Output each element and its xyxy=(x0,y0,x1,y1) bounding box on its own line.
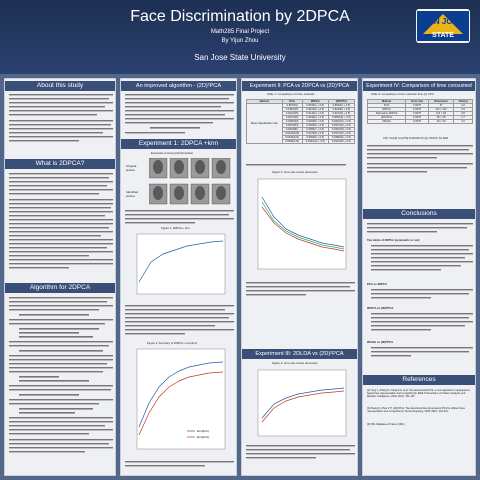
fig3-caption: Figure 3: error rate versus dimension xyxy=(272,170,318,174)
about-text-block xyxy=(9,94,113,142)
fig1-caption: Figure 1: 2DPCA + knn xyxy=(161,226,190,230)
sjsu-logo: SAN JOSE STATE xyxy=(416,9,470,43)
conclusion-body-4 xyxy=(371,347,473,357)
section-exp2-heading: Experiment II: PCA vs 2DPCA vs (2D)²PCA xyxy=(242,81,357,91)
table-cell: 0.9410(25 + 0.5) xyxy=(327,139,356,144)
section-what-heading: What is 2DPCA? xyxy=(5,159,115,169)
original-label: Original picture xyxy=(126,164,137,172)
row-label: Mean classification rate xyxy=(246,103,283,144)
reference-1: [1] Yang J, Zhang D, Frangi A F, et al. … xyxy=(367,389,471,399)
table-cell: 2DLDA xyxy=(366,119,407,124)
conclusion-intro-text xyxy=(367,223,473,233)
column-4: Experiment IV: Comparison of time consum… xyxy=(362,78,476,476)
exp1-footer-text xyxy=(125,461,234,467)
table-cell: 0.9372(20 + 0.5) xyxy=(327,131,356,136)
knn3-line xyxy=(138,371,224,436)
logo-line2: STATE xyxy=(432,32,454,39)
fig1-text-block xyxy=(125,305,234,335)
exp4-table-caption: Table 2: Comparison of five methods' tim… xyxy=(371,92,434,96)
section-exp1-heading: Experiment 1: 2DPCA +knn xyxy=(121,139,236,149)
table-cell: 0.0375 xyxy=(405,119,429,124)
table-cell: 0.9333(18 + 0.5) xyxy=(327,127,356,132)
faces-caption: Examples of wrong Discrimination xyxy=(151,151,194,155)
poster-title: Face Discrimination by 2DPCA xyxy=(130,8,350,25)
fig4-line-2d2pca xyxy=(261,390,345,423)
fig2-caption: Figure 2: Accuracy of 2DPCA + knn(k=1) xyxy=(147,341,198,345)
knn1-line xyxy=(138,361,224,428)
section-improved-heading: An improved algorithm - (2D)²PCA xyxy=(121,81,236,91)
table-row: 2DLDA 0.0375 23 × 23 3.2 xyxy=(366,119,473,124)
section-exp3-heading: Experiment III: 2DLDA vs (2D)²PCA xyxy=(242,349,357,359)
table-cell: 0.9292(14 + 0.5) xyxy=(327,119,356,124)
conclusion-body-3 xyxy=(371,313,473,331)
what-text-block xyxy=(9,173,113,269)
fig3-line-pca xyxy=(261,196,345,248)
university-name: San Jose State University xyxy=(194,53,286,62)
exp4-table-header: Method Error rate Dimension Time(s) xyxy=(366,99,473,104)
exp3-text-block xyxy=(246,445,355,459)
section-exp4-heading: Experiment IV: Comparison of time consum… xyxy=(363,81,475,91)
fig4-chart xyxy=(257,369,347,437)
exp2-text-block xyxy=(246,282,355,296)
column-2: An improved algorithm - (2D)²PCA Experim… xyxy=(120,78,237,476)
exp2-table-caption: Table 1: Comparison of three methods xyxy=(267,92,315,96)
legend-knn1: knn(k=1) xyxy=(197,429,209,433)
column-1: About this study What is 2DPCA? Algorith… xyxy=(4,78,116,476)
table-row: Mean classification rate 0.8972(9) 0.8916(… xyxy=(246,103,356,144)
identified-label: Identified picture xyxy=(126,190,139,198)
table-cell: 0.9370(16 + 0.5) xyxy=(327,123,356,128)
author-name: By Yijun Zhou xyxy=(221,38,259,44)
table-cell: 0.9422(10 + 0.5) xyxy=(301,139,329,144)
section-algo-heading: Algorithm for 2DPCA xyxy=(5,283,115,293)
legend-knn3: knn(k=3) xyxy=(197,435,209,439)
table-cell: 23 × 23 xyxy=(427,119,455,124)
table-cell: 0.9260(11 + 0.5) xyxy=(327,115,356,120)
exp4-table: Method Error rate Dimension Time(s) PCA 0.03… xyxy=(366,99,473,124)
algo-text-block xyxy=(9,297,113,453)
face-examples xyxy=(149,158,231,205)
fig2-chart: knn(k=1) knn(k=3) xyxy=(136,348,226,450)
fig4-caption: Figure 4: error rate versus dimension xyxy=(272,361,318,365)
fig4-line-2dlda xyxy=(261,387,345,419)
improved-text-block xyxy=(125,94,234,134)
course-name: Math285 Final Project xyxy=(210,29,270,35)
exp2-table: Method PCA 2DPCA (2D)²PCA Mean classificati… xyxy=(246,99,356,144)
header-banner xyxy=(0,0,480,74)
reference-2: [2] Zhang D, Zhou Z H. (2D)²PCA: Two-dir… xyxy=(367,407,466,414)
conclusion-head-4: 2DLDA vs (2D)²PCA xyxy=(367,340,394,344)
reference-3: [3] ORL Database of Faces (ORL) xyxy=(367,423,405,426)
conclusion-body-1 xyxy=(371,245,473,271)
table-cell: 0.9389(22 + 0.5) xyxy=(327,135,356,140)
exp1-text-block xyxy=(125,210,234,224)
section-about-heading: About this study xyxy=(5,81,115,91)
section-conclusions-heading: Conclusions xyxy=(363,209,475,219)
conclusion-body-2 xyxy=(371,289,473,299)
table-cell: 3.2 xyxy=(453,119,473,124)
section-references-heading: References xyxy=(363,375,475,385)
exp2-note xyxy=(246,164,346,166)
table-row: 0.9483(144) 0.9422(10 + 0.5) 0.9410(25 + 0… xyxy=(247,139,356,144)
fig3-chart xyxy=(257,178,347,270)
fig3-line-2d2pca xyxy=(261,201,345,250)
fig1-line xyxy=(138,240,224,283)
exp4-text-block xyxy=(367,145,473,173)
conclusion-head-2: PCA vs 2DPCA xyxy=(367,282,387,286)
fig1-chart xyxy=(136,233,226,295)
logo-line1: SAN JOSE xyxy=(423,17,464,26)
conclusion-head-1: Two kinds of 2DPCA (symmetric or not) xyxy=(367,238,420,242)
conclusion-head-3: 2DPCA vs (2D)²PCA xyxy=(367,306,394,310)
table-cell: 0.9483(144) xyxy=(281,139,303,144)
fig3-line-2dpca xyxy=(261,206,345,252)
column-3: Experiment II: PCA vs 2DPCA vs (2D)²PCA … xyxy=(241,78,358,476)
cpu-note: CPU: Intel(R) Core(TM) i5-3210M CPU @ 2.… xyxy=(383,137,449,140)
